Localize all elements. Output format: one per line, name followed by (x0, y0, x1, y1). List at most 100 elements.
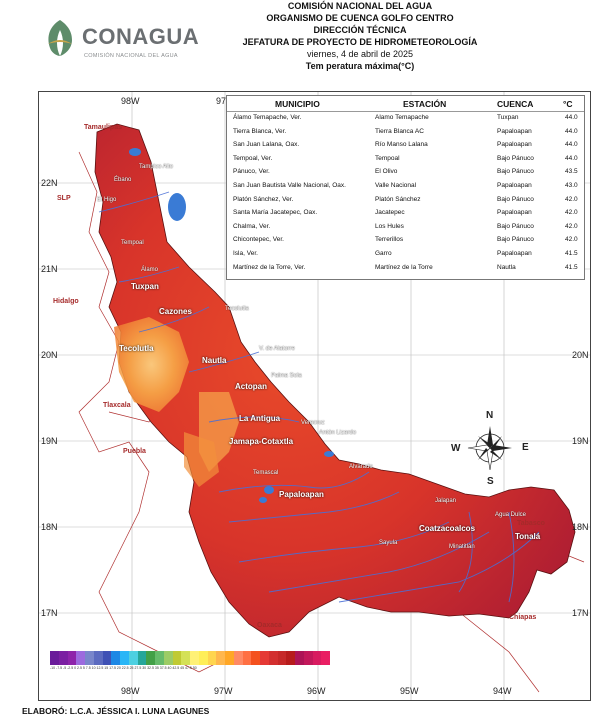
table-row: Isla, Ver. Garro Papaloapan 41.5 (227, 249, 584, 262)
cell-temp: 41.5 (565, 250, 578, 257)
coord-top-98: 98W (121, 96, 140, 106)
color-swatch (67, 651, 77, 665)
compass-e: E (522, 442, 529, 453)
coord-left-20: 20N (41, 350, 58, 360)
color-swatch (102, 651, 112, 665)
place-label-el-higo: El Higo (97, 197, 117, 203)
table-row: Santa María Jacatepec, Oax. Jacatepec Papa… (227, 208, 584, 221)
compass-rose-icon (467, 426, 512, 471)
color-swatch (251, 651, 260, 665)
coord-left-22: 22N (41, 178, 58, 188)
color-swatch (146, 651, 155, 665)
color-swatch (58, 651, 68, 665)
color-swatch (85, 651, 94, 665)
cell-temp: 44.0 (565, 114, 578, 121)
color-swatch (181, 651, 190, 665)
conagua-logo: CONAGUA COMISIÓN NACIONAL DEL AGUA (42, 16, 217, 66)
cell-estacion: Río Manso Lalana (375, 141, 428, 149)
color-swatch (76, 651, 85, 665)
cell-municipio: Pánuco, Ver. (233, 168, 270, 176)
color-swatch (163, 651, 173, 665)
place-label-sayula: Sayula (379, 540, 398, 546)
header-estacion: ESTACIÓN (403, 99, 447, 109)
place-label-tampico: Tampico Alto (139, 164, 174, 170)
header-line2: ORGANISMO DE CUENCA GOLFO CENTRO (266, 13, 454, 23)
cell-temp: 42.0 (565, 209, 578, 217)
color-swatch (120, 651, 129, 665)
temperature-color-scale (50, 651, 330, 665)
place-label-alamo: Álamo (141, 267, 159, 273)
coord-left-19: 19N (41, 436, 58, 446)
cell-municipio: Álamo Temapache, Ver. (233, 114, 302, 121)
compass-s: S (487, 476, 494, 487)
table-row: San Juan Lalana, Oax. Río Manso Lalana Pap… (227, 140, 584, 153)
color-swatch (155, 651, 164, 665)
basin-label-papaloapan: Papaloapan (279, 490, 324, 499)
cell-cuenca: Bajo Pánuco (497, 168, 534, 176)
coord-right-19: 19N (572, 436, 589, 446)
cell-cuenca: Nautla (497, 263, 516, 271)
logo-brand: CONAGUA (82, 24, 200, 49)
veracruz-region (94, 123, 576, 638)
cell-temp: 43.5 (565, 168, 578, 176)
coord-right-18: 18N (572, 522, 589, 532)
color-swatch (286, 651, 295, 665)
cell-estacion: Alamo Temapache (375, 114, 429, 121)
cell-temp: 42.0 (565, 222, 578, 230)
header-municipio: MUNICIPIO (275, 99, 320, 109)
place-label-palma-sola: Palma Sola (271, 373, 302, 379)
place-label-tecolutla-pt: Tecolutla (225, 306, 249, 312)
header-temp: °C (563, 99, 573, 109)
color-swatch (128, 651, 138, 665)
color-swatch (172, 651, 182, 665)
cell-temp: 43.0 (565, 182, 578, 189)
report-date: viernes, 4 de abril de 2025 (306, 49, 414, 59)
cell-municipio: Martínez de la Torre, Ver. (233, 263, 306, 271)
coord-bottom-96: 96W (307, 686, 326, 696)
color-swatch (242, 651, 252, 665)
basin-label-jamapa: Jamapa-Cotaxtla (229, 437, 294, 446)
logo-subtitle: COMISIÓN NACIONAL DEL AGUA (84, 53, 178, 59)
cell-temp: 44.0 (565, 141, 578, 149)
color-swatch (312, 651, 322, 665)
cell-municipio: Isla, Ver. (233, 250, 258, 257)
basin-label-la-antigua: La Antigua (239, 414, 281, 423)
cell-estacion: Los Hules (375, 222, 404, 230)
compass-n: N (486, 410, 494, 421)
table-row: Tierra Blanca, Ver. Tierra Blanca AC Papal… (227, 127, 584, 140)
color-swatch (260, 651, 269, 665)
cell-municipio: Tierra Blanca, Ver. (233, 127, 287, 135)
color-swatch (233, 651, 243, 665)
cell-cuenca: Bajo Pánuco (497, 222, 534, 230)
color-swatch (137, 651, 147, 665)
cell-cuenca: Papaloapan (497, 141, 532, 149)
cell-cuenca: Tuxpan (497, 114, 519, 121)
cell-cuenca: Bajo Pánuco (497, 154, 534, 162)
cell-cuenca: Bajo Pánuco (497, 195, 534, 203)
color-swatch (207, 651, 217, 665)
place-label-v-alatorre: V. de Alatorre (259, 346, 295, 352)
compass-w: W (451, 443, 461, 454)
state-label-hidalgo: Hidalgo (53, 298, 79, 305)
place-label-veracruz: Veracruz (301, 420, 325, 426)
table-row: Chicontepec, Ver. Terrerillos Bajo Pánuco 4… (227, 235, 584, 248)
cell-municipio: San Juan Bautista Valle Nacional, Oax. (233, 182, 346, 189)
table-header: MUNICIPIO ESTACIÓN CUENCA °C (227, 96, 584, 112)
rivers (98, 191, 540, 603)
place-label-anton-lizardo: Antón Lizardo (319, 430, 357, 436)
state-label-tamaulipas: Tamaulipas (84, 124, 122, 131)
state-label-tlaxcala: Tlaxcala (103, 402, 131, 409)
basin-label-tuxpan: Tuxpan (131, 282, 159, 291)
table-row: Tempoal, Ver. Tempoal Bajo Pánuco 44.0 (227, 154, 584, 167)
color-swatch (190, 651, 199, 665)
color-swatch (198, 651, 208, 665)
cell-municipio: San Juan Lalana, Oax. (233, 141, 300, 149)
cell-estacion: Garro (375, 250, 392, 257)
basin-label-tonala: Tonalá (515, 532, 541, 541)
color-scale-labels: -10 -7.5 -5 -2.5 0 2.5 5 7.5 10 12.5 15 … (50, 666, 197, 670)
cell-estacion: Terrerillos (375, 236, 404, 244)
map-title: Tem peratura máxima(°C) (305, 61, 415, 71)
cell-cuenca: Bajo Pánuco (497, 236, 534, 244)
cell-temp: 41.5 (565, 263, 578, 271)
cell-municipio: Santa María Jacatepec, Oax. (233, 209, 318, 217)
